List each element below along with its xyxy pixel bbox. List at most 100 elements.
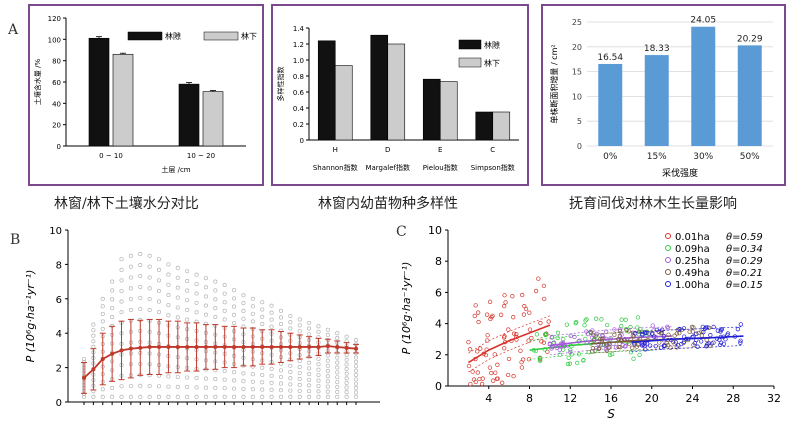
mean-point <box>288 344 293 349</box>
data-point <box>147 275 152 280</box>
data-point <box>297 317 302 322</box>
data-point <box>175 315 180 320</box>
data-point <box>119 384 124 389</box>
data-point <box>128 394 133 399</box>
data-point <box>269 394 274 399</box>
mean-point <box>354 346 358 351</box>
data-point <box>213 394 218 399</box>
data-point <box>701 329 706 335</box>
data-point <box>213 288 218 293</box>
y-tick-label: 15 <box>572 68 582 77</box>
data-point <box>166 313 171 318</box>
caption-a1: 林窗/林下土壤水分对比 <box>54 196 199 212</box>
data-point <box>738 340 743 345</box>
data-point <box>640 343 645 348</box>
data-point <box>250 296 255 301</box>
x-axis-title: S <box>607 407 615 421</box>
mean-point <box>250 344 255 349</box>
data-point <box>91 344 96 349</box>
data-point <box>466 339 471 345</box>
data-point <box>156 267 162 272</box>
y-tick-label: 4 <box>435 318 442 331</box>
data-point <box>520 292 525 298</box>
data-point <box>100 326 105 332</box>
x-tick-label: 0% <box>603 152 618 162</box>
data-point <box>222 282 227 288</box>
data-point <box>307 394 312 399</box>
data-point <box>635 315 641 320</box>
data-point <box>344 334 349 339</box>
y-tick-label: 20 <box>52 122 61 130</box>
data-point <box>119 288 124 294</box>
data-point <box>307 360 312 365</box>
legend-theta: θ=0.59 <box>726 232 763 243</box>
data-point <box>487 299 493 304</box>
data-point <box>166 374 171 379</box>
data-point <box>495 362 500 367</box>
y-tick-label: 60 <box>52 79 61 87</box>
y-axis-title: P (10⁶g·ha⁻¹yr⁻¹) <box>24 270 37 363</box>
data-point <box>278 374 284 380</box>
data-point <box>81 394 87 399</box>
data-point <box>682 334 687 339</box>
data-point <box>297 382 302 387</box>
data-point <box>542 296 547 301</box>
ci-lower <box>631 345 744 353</box>
data-point <box>335 389 340 394</box>
mean-point <box>119 348 124 353</box>
data-point <box>91 339 96 344</box>
data-point <box>565 361 571 367</box>
data-point <box>543 332 548 338</box>
data-point <box>607 352 613 358</box>
caption-a2: 林窗内幼苗物种多样性 <box>318 196 458 212</box>
data-point <box>506 356 512 362</box>
data-point <box>491 378 496 383</box>
data-point <box>708 333 713 338</box>
data-point <box>128 275 133 280</box>
data-point <box>692 341 698 346</box>
data-point <box>307 377 312 382</box>
data-point <box>353 381 359 386</box>
mean-point <box>110 351 115 356</box>
data-point <box>647 331 652 336</box>
data-point <box>501 304 507 309</box>
data-point <box>466 363 472 369</box>
data-point <box>335 394 340 399</box>
y-tick-label: 0.6 <box>293 89 305 97</box>
y-tick-label: 100 <box>48 36 61 44</box>
data-point <box>581 357 586 363</box>
data-point <box>119 278 124 283</box>
data-point <box>297 376 302 382</box>
x-tick-label: 8 <box>526 392 533 405</box>
data-point <box>128 286 133 291</box>
data-point <box>618 344 623 350</box>
data-point <box>288 326 293 331</box>
data-point <box>699 333 705 338</box>
data-point <box>325 332 330 337</box>
data-point <box>325 327 330 332</box>
data-point <box>694 331 699 336</box>
data-point <box>100 296 105 301</box>
x-tick-label: 20 <box>645 392 659 405</box>
data-point <box>297 359 302 364</box>
data-label: 18.33 <box>644 44 670 54</box>
legend-swatch <box>458 39 482 50</box>
data-label: 24.05 <box>690 16 716 26</box>
data-point <box>616 344 621 350</box>
data-point <box>110 279 115 284</box>
data-point <box>288 388 293 393</box>
mean-point <box>325 344 330 349</box>
data-point <box>316 373 321 378</box>
legend-label: 林下 <box>484 58 500 68</box>
y-tick-label: 0.8 <box>293 73 304 81</box>
data-point <box>510 294 515 299</box>
data-point <box>596 346 601 352</box>
y-axis-title: 单株断面积增量 / cm² <box>549 44 559 123</box>
legend-theta: θ=0.29 <box>726 256 763 267</box>
data-point <box>568 349 573 355</box>
data-point <box>573 321 578 326</box>
y-tick-label: 8 <box>435 255 442 268</box>
data-point <box>468 381 473 387</box>
data-point <box>250 319 255 324</box>
